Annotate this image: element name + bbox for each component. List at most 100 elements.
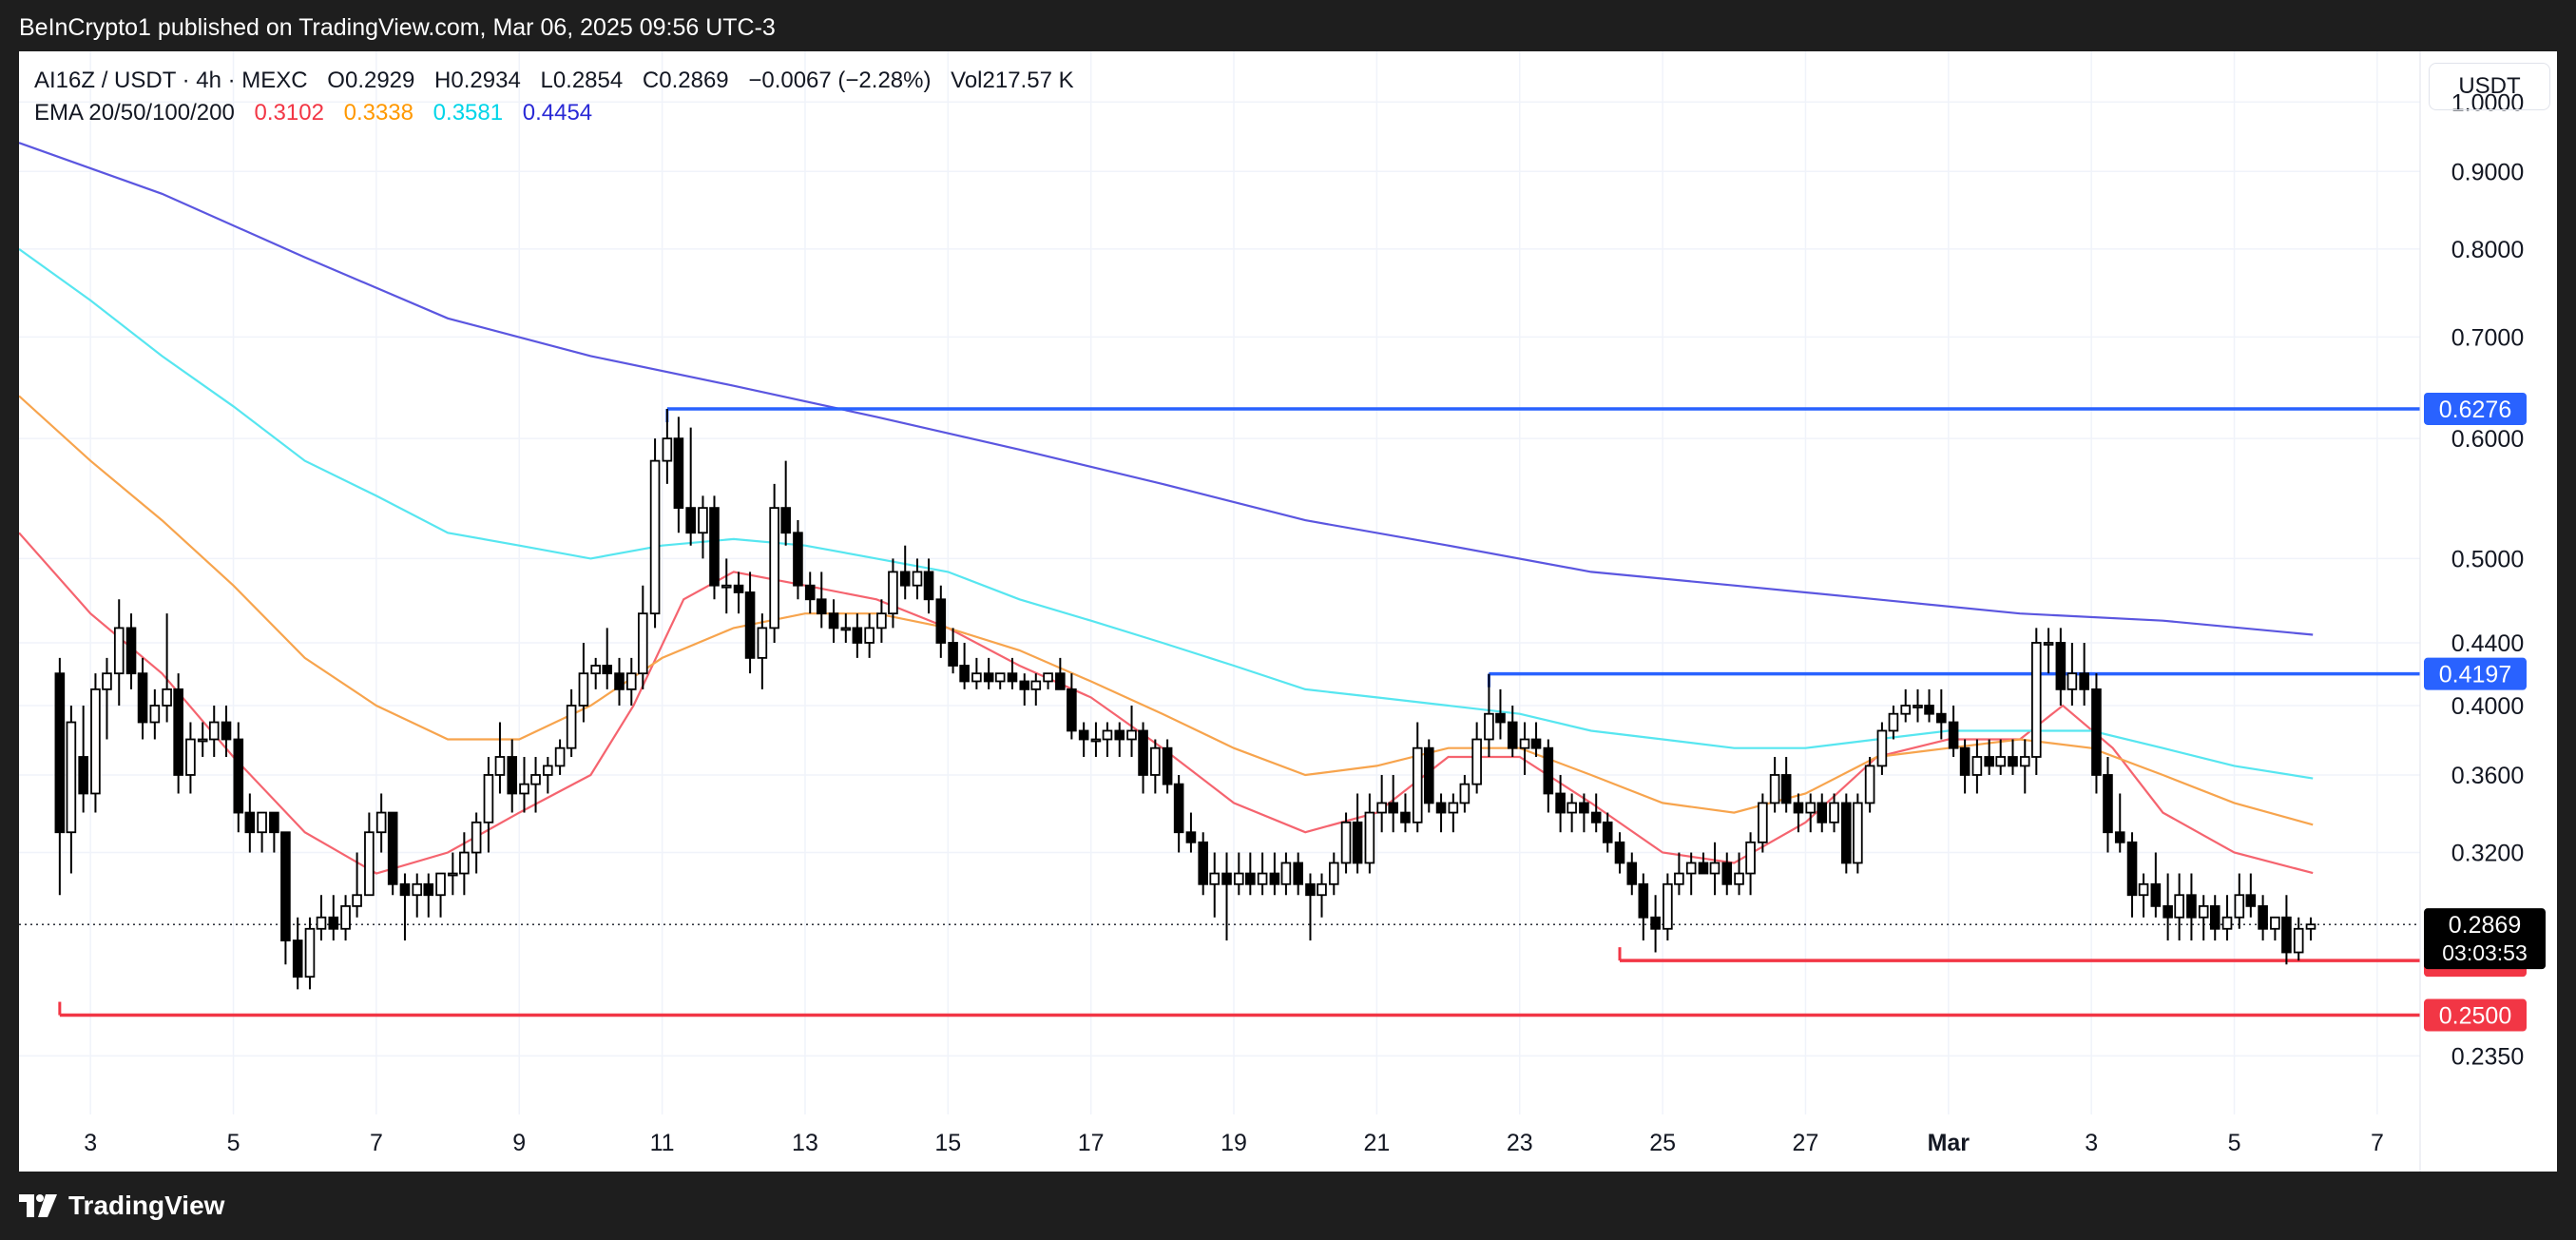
candle[interactable] bbox=[983, 657, 994, 689]
candle[interactable] bbox=[780, 460, 791, 546]
candle[interactable] bbox=[304, 917, 316, 990]
candle[interactable] bbox=[721, 558, 732, 614]
candle[interactable] bbox=[590, 657, 601, 689]
candle[interactable] bbox=[137, 657, 148, 740]
candle[interactable] bbox=[78, 705, 88, 813]
candle[interactable] bbox=[2030, 628, 2042, 775]
chart-panel[interactable]: 1.0000 0.9000 0.8000 0.7000 0.6000 0.5000 0.44… bbox=[19, 51, 2557, 1172]
candle[interactable] bbox=[1400, 793, 1411, 833]
candle[interactable] bbox=[519, 756, 529, 813]
candle[interactable] bbox=[1352, 793, 1363, 874]
candle[interactable] bbox=[1471, 722, 1482, 794]
candle[interactable] bbox=[1114, 722, 1125, 757]
candle[interactable] bbox=[1234, 852, 1244, 896]
candle[interactable] bbox=[2281, 895, 2292, 965]
candle[interactable] bbox=[185, 722, 196, 794]
candle[interactable] bbox=[292, 917, 303, 990]
candle[interactable] bbox=[530, 756, 541, 813]
candle[interactable] bbox=[1936, 688, 1947, 740]
candle[interactable] bbox=[507, 739, 518, 813]
candle[interactable] bbox=[1484, 673, 1494, 757]
candle[interactable] bbox=[66, 705, 77, 874]
candle[interactable] bbox=[316, 895, 327, 941]
candle[interactable] bbox=[233, 722, 244, 833]
candle[interactable] bbox=[2293, 917, 2304, 961]
candle[interactable] bbox=[923, 558, 934, 614]
candle[interactable] bbox=[2008, 739, 2018, 775]
candle[interactable] bbox=[1685, 852, 1697, 896]
candle[interactable] bbox=[1364, 793, 1375, 874]
candle[interactable] bbox=[1173, 774, 1184, 853]
candle[interactable] bbox=[1388, 774, 1398, 833]
candle[interactable] bbox=[1805, 793, 1817, 833]
candle[interactable] bbox=[1138, 722, 1148, 794]
candle[interactable] bbox=[1198, 832, 1209, 896]
candle[interactable] bbox=[1721, 852, 1733, 896]
candle[interactable] bbox=[1019, 673, 1030, 706]
candle[interactable] bbox=[554, 739, 566, 775]
candle[interactable] bbox=[614, 657, 625, 706]
candle[interactable] bbox=[543, 756, 553, 794]
candle[interactable] bbox=[1257, 852, 1268, 896]
candle[interactable] bbox=[1995, 739, 2006, 775]
candle[interactable] bbox=[2091, 673, 2102, 794]
candle[interactable] bbox=[685, 427, 696, 546]
candle[interactable] bbox=[2174, 873, 2184, 941]
candle[interactable] bbox=[1758, 793, 1768, 853]
candle[interactable] bbox=[935, 585, 947, 658]
candle[interactable] bbox=[257, 811, 267, 853]
candle[interactable] bbox=[1507, 705, 1518, 757]
candle[interactable] bbox=[471, 812, 482, 874]
candle[interactable] bbox=[1340, 812, 1352, 874]
candle[interactable] bbox=[899, 545, 911, 600]
candle[interactable] bbox=[113, 599, 125, 706]
candle[interactable] bbox=[1067, 673, 1077, 740]
candle[interactable] bbox=[840, 613, 852, 643]
candle[interactable] bbox=[994, 672, 1006, 689]
candle[interactable] bbox=[744, 572, 756, 674]
candle[interactable] bbox=[2245, 873, 2257, 918]
tradingview-brand[interactable]: TradingView bbox=[19, 1191, 224, 1221]
candle[interactable] bbox=[1817, 793, 1828, 833]
candle[interactable] bbox=[959, 642, 970, 689]
candle[interactable] bbox=[1543, 739, 1554, 813]
candle[interactable] bbox=[816, 572, 827, 629]
candle[interactable] bbox=[1495, 688, 1506, 740]
candle[interactable] bbox=[828, 599, 839, 643]
candle[interactable] bbox=[625, 657, 637, 706]
candle[interactable] bbox=[1102, 722, 1113, 757]
candle[interactable] bbox=[1734, 852, 1744, 896]
candle[interactable] bbox=[757, 613, 768, 689]
candle[interactable] bbox=[566, 688, 577, 757]
candle[interactable] bbox=[2209, 895, 2220, 941]
candle[interactable] bbox=[244, 793, 256, 853]
candle[interactable] bbox=[173, 673, 183, 794]
candle[interactable] bbox=[709, 495, 720, 600]
candle[interactable] bbox=[673, 417, 684, 533]
currency-button[interactable]: USDT bbox=[2429, 63, 2550, 110]
candle[interactable] bbox=[448, 852, 458, 896]
candle[interactable] bbox=[1638, 873, 1649, 941]
candle[interactable] bbox=[149, 688, 161, 740]
candle[interactable] bbox=[1780, 756, 1792, 813]
candle[interactable] bbox=[125, 613, 137, 689]
candle[interactable] bbox=[375, 793, 387, 853]
candle[interactable] bbox=[1555, 774, 1566, 833]
candle[interactable] bbox=[888, 558, 898, 629]
candle[interactable] bbox=[2126, 832, 2138, 918]
candle[interactable] bbox=[2198, 895, 2209, 941]
candle[interactable] bbox=[733, 572, 744, 614]
candle[interactable] bbox=[1423, 739, 1434, 813]
candle[interactable] bbox=[2019, 739, 2030, 794]
candle[interactable] bbox=[1853, 793, 1863, 874]
candle[interactable] bbox=[1030, 673, 1042, 706]
candle[interactable] bbox=[578, 642, 589, 723]
candle[interactable] bbox=[2067, 642, 2078, 706]
candle[interactable] bbox=[698, 495, 708, 559]
candle[interactable] bbox=[423, 873, 434, 918]
candle[interactable] bbox=[2079, 642, 2089, 706]
candle[interactable] bbox=[1663, 873, 1673, 941]
candle[interactable] bbox=[102, 657, 112, 740]
candle[interactable] bbox=[459, 832, 470, 896]
candle[interactable] bbox=[269, 811, 279, 853]
